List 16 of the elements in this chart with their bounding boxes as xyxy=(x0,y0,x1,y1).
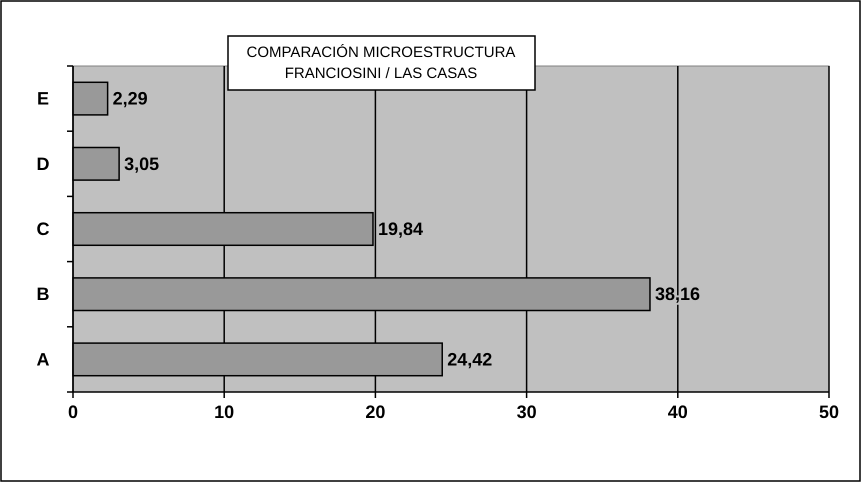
x-tick-label: 50 xyxy=(818,402,840,422)
data-label: 2,29 xyxy=(112,88,148,109)
x-tick-label: 10 xyxy=(214,402,234,422)
y-tick-label: C xyxy=(36,219,50,239)
x-tick-label: 40 xyxy=(668,402,688,422)
x-tick-label: 0 xyxy=(68,402,78,422)
y-tick-label: A xyxy=(36,349,50,370)
y-tick-label: D xyxy=(36,154,50,174)
y-tick-label: B xyxy=(36,284,50,304)
chart-title: COMPARACIÓN MICROESTRUCTURA FRANCIOSINI / LAS CASAS xyxy=(246,43,516,82)
x-tick-label: 30 xyxy=(516,402,537,422)
y-tick-label: E xyxy=(36,88,50,109)
data-label: 24,42 xyxy=(447,349,492,370)
data-label: 3,05 xyxy=(124,154,160,174)
data-label: 19,84 xyxy=(378,219,424,239)
x-tick-label: 20 xyxy=(365,402,386,422)
